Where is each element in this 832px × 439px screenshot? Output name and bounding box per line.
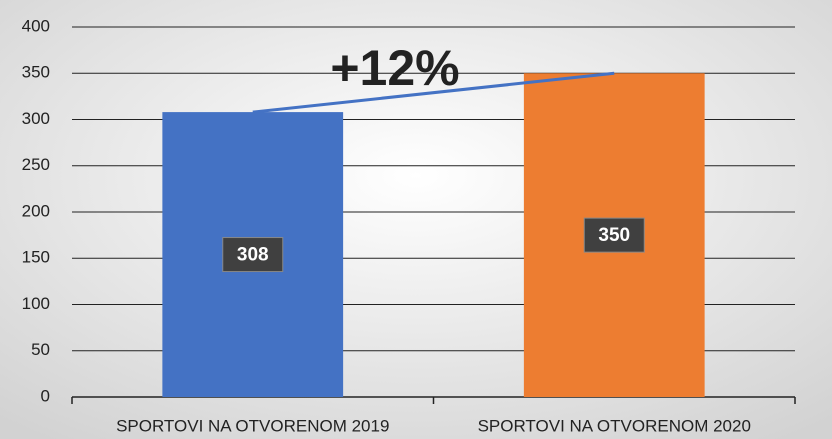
data-label: 350 xyxy=(598,225,630,246)
y-tick-label: 350 xyxy=(22,63,50,82)
y-tick-label: 150 xyxy=(22,248,50,267)
x-tick-label: SPORTOVI NA OTVORENOM 2019 xyxy=(116,416,389,435)
data-label-box xyxy=(222,237,284,273)
y-tick-label: 200 xyxy=(22,201,50,220)
y-tick-label: 0 xyxy=(41,386,50,405)
data-label-box xyxy=(583,217,645,253)
y-tick-label: 50 xyxy=(31,340,50,359)
y-tick-label: 250 xyxy=(22,155,50,174)
y-tick-label: 400 xyxy=(22,16,50,35)
trend-line xyxy=(252,71,615,114)
x-tick-label: SPORTOVI NA OTVORENOM 2020 xyxy=(478,416,751,435)
data-label: 308 xyxy=(237,245,269,266)
annotation: +12% xyxy=(330,40,459,96)
y-tick-label: 100 xyxy=(22,294,50,313)
y-tick-label: 300 xyxy=(22,109,50,128)
